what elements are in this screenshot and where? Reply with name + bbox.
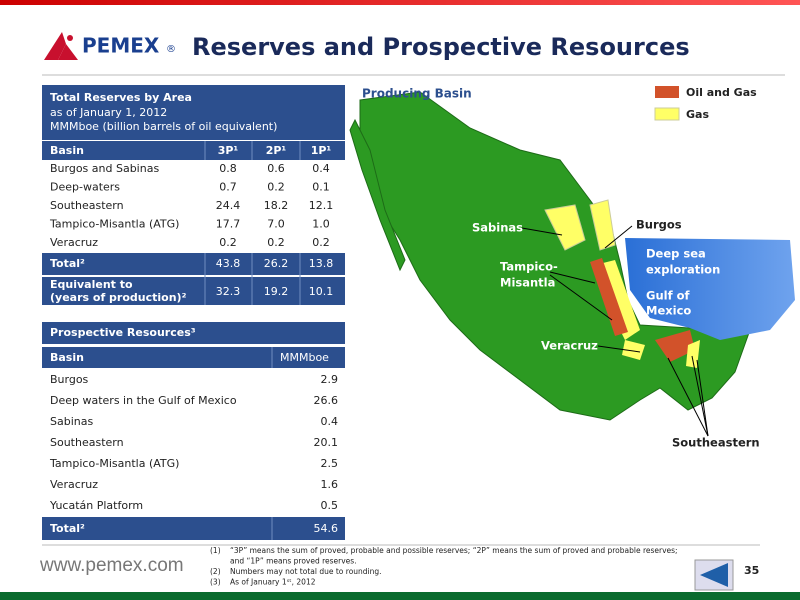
equivalent-label: Equivalent to — [50, 278, 133, 291]
equivalent-label: (years of production)² — [50, 291, 187, 304]
footer-url: www.pemex.com — [39, 555, 184, 576]
map-label: Southeastern — [672, 436, 760, 450]
map — [349, 86, 795, 437]
row-label: Veracruz — [50, 478, 98, 491]
note-text: and “1P” means proved reserves. — [230, 557, 357, 566]
cell-value: 24.4 — [216, 199, 241, 212]
equivalent-value: 19.2 — [264, 285, 289, 298]
column-header: Basin — [50, 144, 84, 157]
map-label: Gulf of — [646, 289, 690, 303]
cell-value: 26.6 — [314, 394, 339, 407]
cell-value: 1.0 — [312, 218, 330, 231]
table-subtitle: MMMboe (billion barrels of oil equivalen… — [50, 120, 277, 133]
cell-value: 1.6 — [321, 478, 339, 491]
page-number: 35 — [744, 564, 759, 577]
row-label: Veracruz — [50, 236, 98, 249]
map-label: Deep sea — [646, 247, 706, 261]
table-subtitle: as of January 1, 2012 — [50, 106, 167, 119]
cell-value: 0.2 — [267, 236, 285, 249]
row-label: Burgos — [50, 373, 89, 386]
column-header: Basin — [50, 351, 84, 364]
row-label: Southeastern — [50, 199, 124, 212]
row-label: Sabinas — [50, 415, 93, 428]
logo-registered: ® — [166, 44, 176, 55]
row-label: Tampico-Misantla (ATG) — [49, 457, 179, 470]
row-label: Yucatán Platform — [49, 499, 143, 512]
slide-title: Reserves and Prospective Resources — [192, 33, 690, 61]
cell-value: 0.4 — [312, 162, 330, 175]
note-text: Numbers may not total due to rounding. — [230, 567, 382, 576]
cell-value: 0.2 — [219, 236, 237, 249]
cell-value: 2.5 — [321, 457, 339, 470]
cell-value: 0.7 — [219, 181, 237, 194]
row-label: Burgos and Sabinas — [50, 162, 159, 175]
map-title: Producing Basin — [362, 87, 472, 101]
equivalent-value: 32.3 — [216, 285, 241, 298]
map-label: Misantla — [500, 276, 555, 290]
total-cell: 26.2 — [264, 257, 289, 270]
table-dividers — [204, 141, 301, 540]
map-label: exploration — [646, 263, 720, 277]
total-cell: Total² — [50, 257, 85, 270]
column-header: 2P¹ — [266, 144, 287, 157]
legend-label: Gas — [686, 108, 709, 121]
equivalent-value: 10.1 — [309, 285, 334, 298]
row-label: Southeastern — [50, 436, 124, 449]
note-marker: (1) — [210, 546, 221, 555]
map-label: Tampico- — [500, 260, 558, 274]
row-label: Deep waters in the Gulf of Mexico — [50, 394, 237, 407]
map-label: Burgos — [636, 218, 682, 232]
cell-value: 0.6 — [267, 162, 285, 175]
logo-mark — [44, 32, 78, 60]
column-header: 1P¹ — [311, 144, 332, 157]
cell-value: 0.5 — [321, 499, 339, 512]
total-cell: 13.8 — [309, 257, 334, 270]
cell-value: 18.2 — [264, 199, 289, 212]
map-label: Veracruz — [541, 339, 598, 353]
cell-value: 2.9 — [321, 373, 339, 386]
column-header: 3P¹ — [218, 144, 239, 157]
cell-value: 0.1 — [312, 181, 330, 194]
row-label: Tampico-Misantla (ATG) — [49, 218, 179, 231]
map-label: Sabinas — [472, 221, 523, 235]
table-title: Prospective Resources³ — [50, 326, 196, 339]
total-cell: 43.8 — [216, 257, 241, 270]
cell-value: 17.7 — [216, 218, 241, 231]
note-text: “3P” means the sum of proved, probable a… — [230, 546, 678, 555]
cell-value: 12.1 — [309, 199, 334, 212]
cell-value: 0.2 — [312, 236, 330, 249]
table-title: Total Reserves by Area — [50, 91, 192, 104]
map-label: Mexico — [646, 304, 691, 318]
cell-value: 20.1 — [314, 436, 339, 449]
top-bar — [0, 0, 800, 5]
total-cell: 54.6 — [314, 522, 339, 535]
note-text: As of January 1ˢᵗ, 2012 — [230, 578, 316, 587]
note-marker: (3) — [210, 578, 221, 587]
total-cell: Total² — [50, 522, 85, 535]
cell-value: 0.4 — [321, 415, 339, 428]
logo-text: PEMEX — [82, 34, 160, 58]
row-label: Deep-waters — [50, 181, 120, 194]
cell-value: 0.2 — [267, 181, 285, 194]
bottom-bar — [0, 592, 800, 600]
column-header: MMMboe — [280, 351, 329, 364]
cell-value: 7.0 — [267, 218, 285, 231]
cell-value: 0.8 — [219, 162, 237, 175]
legend-label: Oil and Gas — [686, 86, 757, 99]
table-bands — [42, 85, 345, 540]
note-marker: (2) — [210, 567, 221, 576]
back-button[interactable] — [694, 559, 734, 591]
